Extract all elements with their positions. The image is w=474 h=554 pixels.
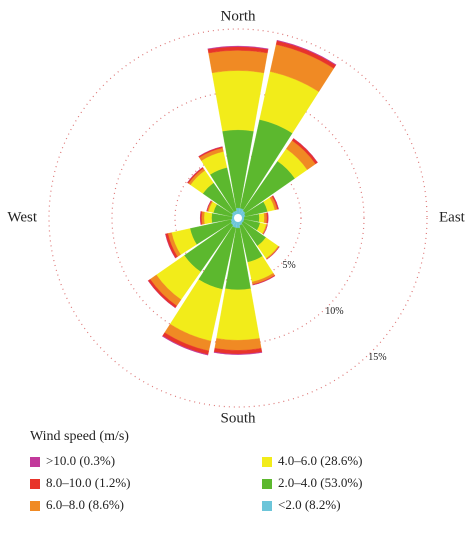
legend-swatch xyxy=(30,501,40,511)
grid-ring xyxy=(48,28,428,408)
center-dot xyxy=(234,214,242,222)
sector-segment xyxy=(252,275,276,286)
legend-label: 6.0–8.0 (8.6%) xyxy=(46,497,124,512)
sector-segment xyxy=(200,211,201,225)
sector-segment xyxy=(266,246,280,260)
sector-segment xyxy=(165,233,176,259)
r-tick-label: 15% xyxy=(368,352,386,363)
sector-segment xyxy=(211,70,265,132)
sector-segment xyxy=(216,288,260,341)
sector-segment xyxy=(258,213,265,223)
sector-segment xyxy=(208,50,268,74)
legend-label: 8.0–10.0 (1.2%) xyxy=(46,475,131,490)
r-tick-label: 10% xyxy=(325,306,343,317)
sector-segment xyxy=(201,211,205,225)
direction-label: South xyxy=(220,410,256,426)
legend-label: 2.0–4.0 (53.0%) xyxy=(278,475,363,490)
legend-swatch xyxy=(262,457,272,467)
sector-segment xyxy=(214,338,262,351)
legend-swatch xyxy=(262,479,272,489)
direction-label: North xyxy=(221,8,256,24)
r-tick-label: 5% xyxy=(282,260,295,271)
legend-label: <2.0 (8.2%) xyxy=(278,497,341,512)
grid-ring xyxy=(111,91,365,345)
sector-segment xyxy=(203,211,213,225)
grid-ring xyxy=(174,154,302,282)
legend-title: Wind speed (m/s) xyxy=(30,429,129,444)
legend-swatch xyxy=(30,479,40,489)
direction-label: East xyxy=(439,209,466,225)
sector-segment xyxy=(263,212,268,224)
sector-segment xyxy=(162,335,209,356)
direction-label: West xyxy=(7,209,37,225)
sector-segment xyxy=(293,138,318,163)
legend-swatch xyxy=(30,457,40,467)
sector-segment xyxy=(198,146,223,157)
legend-label: >10.0 (0.3%) xyxy=(46,453,115,468)
sector-segment xyxy=(213,351,263,355)
legend-label: 4.0–6.0 (28.6%) xyxy=(278,453,363,468)
sector-segment xyxy=(276,39,337,66)
legend-swatch xyxy=(262,501,272,511)
sector-segment xyxy=(207,45,269,50)
